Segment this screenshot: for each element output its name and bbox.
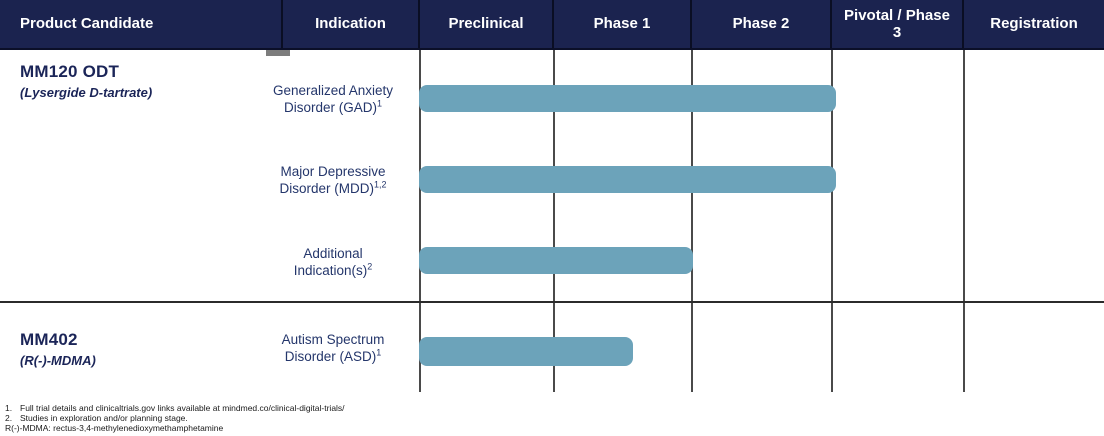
progress-bar-mdd <box>419 166 836 193</box>
product-name: MM402 <box>20 330 78 349</box>
indication-mdd-label: Major Depressive Disorder (MDD)1,2 <box>258 163 408 197</box>
indication-gad-label: Generalized Anxiety Disorder (GAD)1 <box>258 82 408 116</box>
indication-line2: Disorder (GAD) <box>283 100 377 115</box>
indication-line2: Disorder (ASD) <box>284 349 377 364</box>
footnote-text: Full trial details and clinicaltrials.go… <box>20 403 345 413</box>
footnote-marker: 2. <box>5 413 13 423</box>
indication-line1: Additional <box>303 246 363 261</box>
table-header-row: Product Candidate Indication Preclinical… <box>0 0 1104 50</box>
gray-notch <box>266 50 290 56</box>
indication-line1: Generalized Anxiety <box>272 83 394 98</box>
progress-bar-additional-indications <box>419 247 693 274</box>
header-indication: Indication <box>283 0 420 48</box>
product-subtitle: (R(-)-MDMA) <box>20 353 96 368</box>
gridline-pivotal-start <box>831 50 833 392</box>
footnote-2: 2. Studies in exploration and/or plannin… <box>5 413 345 423</box>
progress-bar-asd <box>419 337 633 366</box>
product-name: MM120 ODT <box>20 62 120 81</box>
header-preclinical: Preclinical <box>420 0 554 48</box>
indication-line1: Major Depressive <box>280 164 386 179</box>
footnote-marker: 1. <box>5 403 13 413</box>
progress-bar-gad <box>419 85 836 112</box>
indication-line2: Indication(s) <box>293 263 368 278</box>
footnote-ref: 2 <box>367 261 373 272</box>
footnote-ref: 1 <box>377 98 383 109</box>
header-pivotal-phase-3: Pivotal / Phase 3 <box>832 0 964 48</box>
gridline-phase2-start <box>691 50 693 392</box>
gridline-phase1-start <box>553 50 555 392</box>
gridline-preclinical-start <box>419 50 421 392</box>
gridline-registration-start <box>963 50 965 392</box>
product-mm120-odt: MM120 ODT (Lysergide D-tartrate) <box>20 62 152 100</box>
program-separator-line <box>0 301 1104 303</box>
indication-line1: Autism Spectrum <box>281 332 385 347</box>
footnote-mdma-definition: R(-)-MDMA: rectus-3,4-methylenedioxymeth… <box>5 423 345 433</box>
indication-additional-label: Additional Indication(s)2 <box>258 245 408 279</box>
header-phase-1: Phase 1 <box>554 0 692 48</box>
indication-line2: Disorder (MDD) <box>279 181 374 196</box>
footnotes: 1. Full trial details and clinicaltrials… <box>5 403 345 433</box>
footnote-1: 1. Full trial details and clinicaltrials… <box>5 403 345 413</box>
footnote-text: Studies in exploration and/or planning s… <box>20 413 188 423</box>
header-phase-2: Phase 2 <box>692 0 832 48</box>
header-product-candidate: Product Candidate <box>0 0 283 48</box>
footnote-text: R(-)-MDMA: rectus-3,4-methylenedioxymeth… <box>5 423 224 433</box>
product-mm402: MM402 (R(-)-MDMA) <box>20 330 96 368</box>
product-subtitle: (Lysergide D-tartrate) <box>20 85 153 100</box>
footnote-ref: 1 <box>376 347 382 358</box>
indication-asd-label: Autism Spectrum Disorder (ASD)1 <box>258 331 408 365</box>
footnote-ref: 1,2 <box>373 179 387 190</box>
header-registration: Registration <box>990 15 1078 33</box>
